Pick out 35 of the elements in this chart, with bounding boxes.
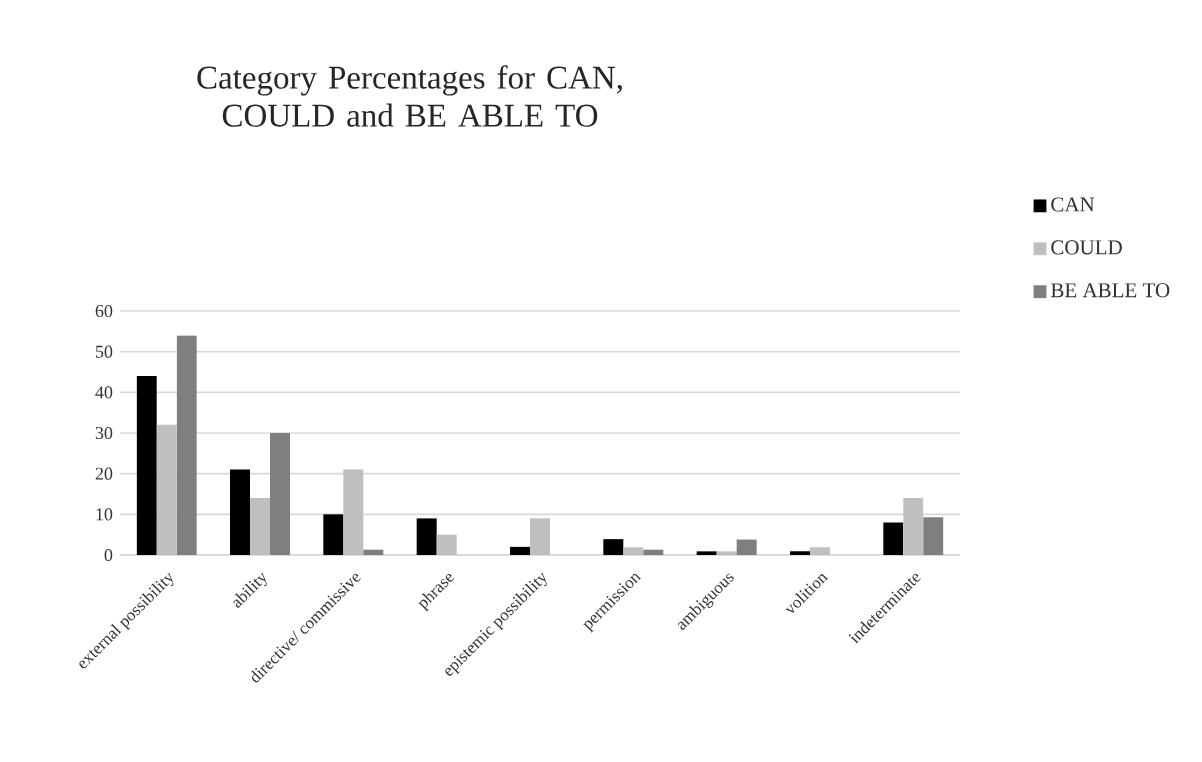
y-tick-label: 60 [95,304,113,318]
bar [903,498,924,555]
bar [176,335,197,555]
chart-title: Category Percentages for CAN, COULD and BE ABLE TO [197,65,622,127]
bar [156,424,177,555]
bar [250,498,271,555]
bar [790,551,810,555]
bar [716,551,737,555]
bar [696,551,717,555]
y-tick-label: 10 [96,508,113,521]
bar [643,549,664,555]
y-tick-label: 40 [95,386,113,399]
y-tick-label: 30 [95,426,113,440]
legend-label: CAN [1051,197,1095,212]
bar [810,547,830,555]
bar [436,534,457,555]
bar [270,433,290,555]
bar [603,539,624,555]
bar [510,546,530,555]
bar [623,547,644,555]
bar [736,539,757,555]
bar [883,522,904,555]
bar [416,518,437,555]
bar [136,376,157,555]
legend-label: COULD [1051,240,1122,255]
y-tick-label: 20 [95,467,113,480]
bar [363,549,384,555]
bar [230,469,250,555]
legend-label: BE ABLE TO [1051,283,1170,298]
bar [530,518,551,555]
bar [323,514,344,555]
bar [343,469,364,555]
y-tick-label: 50 [95,345,113,358]
y-tick-label: 0 [104,548,113,562]
bar [923,517,944,555]
